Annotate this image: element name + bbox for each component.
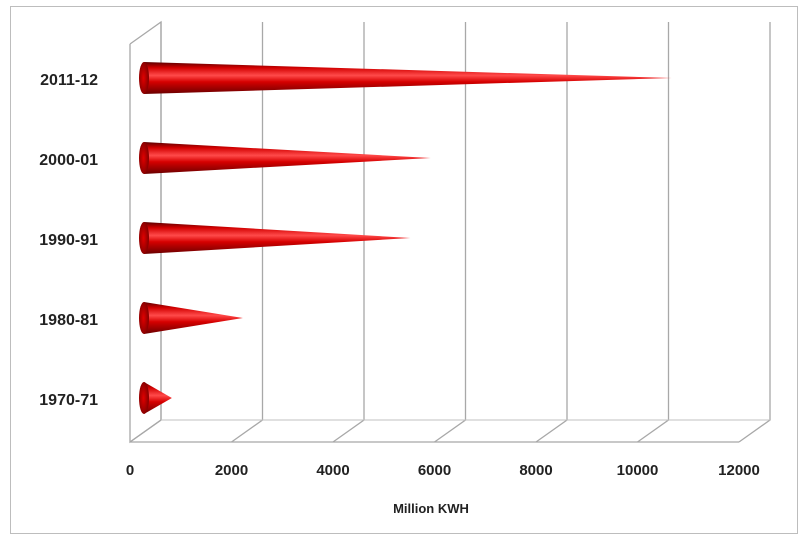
y-category-label: 2000-01	[39, 152, 98, 169]
y-category-label: 1980-81	[39, 312, 98, 329]
x-tick-label: 12000	[718, 462, 760, 479]
cone-bar	[139, 222, 410, 254]
x-tick-label: 2000	[215, 462, 248, 479]
cone-bar	[139, 142, 431, 174]
bars	[139, 62, 672, 414]
y-category-label: 2011-12	[40, 72, 98, 89]
x-tick-label: 6000	[418, 462, 451, 479]
cone-base	[139, 62, 149, 94]
cone-base	[139, 302, 149, 334]
cone-bar	[139, 62, 672, 94]
cone-body	[144, 222, 410, 254]
cone-base	[139, 222, 149, 254]
cone-bar	[139, 382, 172, 414]
cone-base	[139, 142, 149, 174]
x-tick-label: 4000	[316, 462, 349, 479]
labels: 0 2000 4000 6000 8000 10000 12000 2011-12 2000-0…	[39, 72, 760, 479]
cone-bar	[139, 302, 243, 334]
x-tick-label: 10000	[617, 462, 659, 479]
x-tick-label: 8000	[519, 462, 552, 479]
y-category-label: 1970-71	[39, 392, 98, 409]
cone-body	[144, 142, 431, 174]
gridline	[536, 22, 567, 442]
cone-body	[144, 62, 672, 94]
cone-base	[139, 382, 149, 414]
cone-body	[144, 302, 243, 334]
x-axis-title: Million KWH	[393, 501, 469, 516]
gridline	[638, 22, 669, 442]
x-tick-label: 0	[126, 462, 134, 479]
y-category-label: 1990-91	[39, 232, 98, 249]
gridline	[739, 22, 770, 442]
